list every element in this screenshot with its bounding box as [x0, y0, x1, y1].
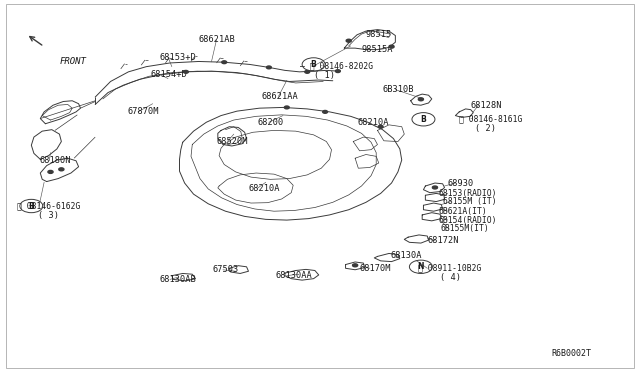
Text: 68130AB: 68130AB — [159, 275, 196, 284]
Text: 68153+D: 68153+D — [159, 52, 196, 61]
Circle shape — [353, 264, 358, 267]
Text: 68130AA: 68130AA — [275, 271, 312, 280]
Text: Ⓑ 08146-8161G: Ⓑ 08146-8161G — [460, 114, 523, 123]
Text: 68210A: 68210A — [357, 118, 388, 127]
Text: 6B154(RADIO): 6B154(RADIO) — [438, 216, 497, 225]
Circle shape — [305, 70, 310, 73]
Text: R6B0002T: R6B0002T — [551, 349, 591, 358]
Text: B: B — [420, 115, 426, 124]
Circle shape — [59, 168, 64, 171]
Text: 67503: 67503 — [212, 265, 239, 274]
Text: B: B — [311, 60, 317, 69]
Text: 6B310B: 6B310B — [383, 85, 414, 94]
Text: 68155M (IT): 68155M (IT) — [443, 197, 496, 206]
Circle shape — [378, 125, 383, 128]
Text: 68170M: 68170M — [360, 264, 391, 273]
Text: 68130A: 68130A — [390, 251, 422, 260]
Text: 6B155M(IT): 6B155M(IT) — [440, 224, 489, 234]
Text: ( 2): ( 2) — [474, 124, 495, 133]
Text: 68520M: 68520M — [216, 137, 248, 146]
Circle shape — [266, 66, 271, 69]
Text: B: B — [28, 202, 34, 211]
Circle shape — [433, 186, 438, 189]
Text: Ⓑ 08146-6162G: Ⓑ 08146-6162G — [17, 202, 80, 211]
Text: 98515: 98515 — [366, 29, 392, 39]
Circle shape — [48, 170, 53, 173]
Text: 68621AA: 68621AA — [261, 92, 298, 101]
Text: 6B621A(IT): 6B621A(IT) — [438, 207, 487, 216]
Circle shape — [335, 70, 340, 73]
Text: 68154+D: 68154+D — [151, 70, 188, 79]
Circle shape — [323, 110, 328, 113]
Text: 68172N: 68172N — [428, 236, 459, 246]
Text: ( 1): ( 1) — [314, 71, 335, 80]
Circle shape — [389, 45, 394, 48]
Text: ( 3): ( 3) — [38, 211, 59, 220]
Text: 67870M: 67870M — [127, 108, 159, 116]
Text: Ⓝ 08911-10B2G: Ⓝ 08911-10B2G — [419, 264, 482, 273]
Circle shape — [284, 106, 289, 109]
Text: 68180N: 68180N — [39, 156, 70, 165]
Text: 68621AB: 68621AB — [198, 35, 236, 44]
Text: 98515A: 98515A — [362, 45, 393, 54]
Text: 68128N: 68128N — [470, 101, 502, 110]
Circle shape — [222, 61, 227, 64]
Text: 68210A: 68210A — [248, 184, 280, 193]
Circle shape — [419, 98, 424, 101]
Text: N: N — [418, 262, 424, 271]
Text: 68153(RADIO): 68153(RADIO) — [438, 189, 497, 198]
Text: 68930: 68930 — [448, 179, 474, 187]
Circle shape — [184, 70, 188, 73]
Text: FRONT: FRONT — [60, 57, 86, 66]
Text: 68200: 68200 — [257, 118, 284, 127]
Text: — Ⓑ 08146-8202G: — Ⓑ 08146-8202G — [300, 61, 372, 70]
Circle shape — [346, 39, 351, 42]
Text: ( 4): ( 4) — [440, 273, 461, 282]
